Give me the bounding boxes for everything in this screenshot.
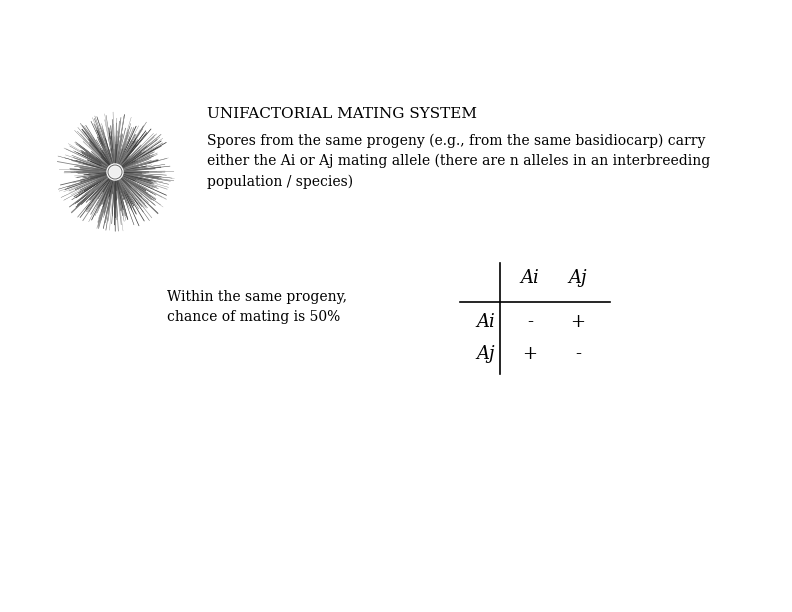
Text: Aj: Aj bbox=[569, 269, 588, 287]
Text: Ai: Ai bbox=[520, 269, 539, 287]
Text: -: - bbox=[575, 345, 581, 363]
Text: -: - bbox=[527, 313, 533, 331]
Text: Aj: Aj bbox=[477, 345, 495, 363]
Circle shape bbox=[107, 164, 123, 180]
Text: Within the same progeny,
chance of mating is 50%: Within the same progeny, chance of matin… bbox=[167, 289, 347, 324]
Text: Ai: Ai bbox=[477, 313, 495, 331]
Text: UNIFACTORIAL MATING SYSTEM: UNIFACTORIAL MATING SYSTEM bbox=[207, 107, 477, 121]
Text: +: + bbox=[523, 345, 538, 363]
Text: +: + bbox=[570, 313, 585, 331]
Circle shape bbox=[110, 167, 120, 177]
Text: Spores from the same progeny (e.g., from the same basidiocarp) carry
either the : Spores from the same progeny (e.g., from… bbox=[207, 134, 710, 188]
